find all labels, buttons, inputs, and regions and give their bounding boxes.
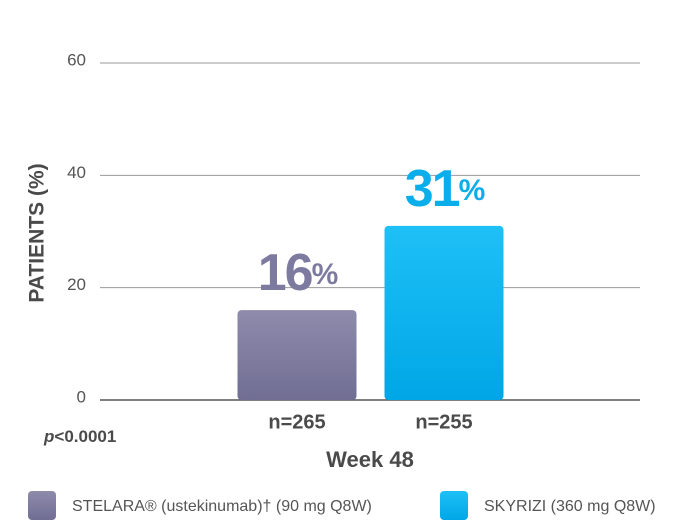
- y-tick-label: 40: [67, 163, 86, 182]
- y-tick-label: 0: [77, 387, 86, 406]
- bar: [384, 225, 504, 400]
- value-label: 31%: [405, 160, 485, 218]
- legend-label: SKYRIZI (360 mg Q8W): [484, 498, 656, 515]
- y-axis-label: PATIENTS (%): [26, 163, 49, 302]
- x-axis-label: Week 48: [326, 447, 414, 472]
- annotation: p<0.0001: [43, 427, 116, 446]
- x-tick-label: n=255: [415, 411, 472, 433]
- legend-swatch: [28, 491, 56, 520]
- x-tick-label: n=265: [268, 411, 325, 433]
- legend-swatch: [440, 491, 468, 520]
- bar: [237, 310, 357, 400]
- y-tick-label: 60: [67, 50, 86, 69]
- y-tick-label: 20: [67, 275, 86, 294]
- value-label: 16%: [258, 244, 338, 302]
- legend-label: STELARA® (ustekinumab)† (90 mg Q8W): [72, 498, 372, 515]
